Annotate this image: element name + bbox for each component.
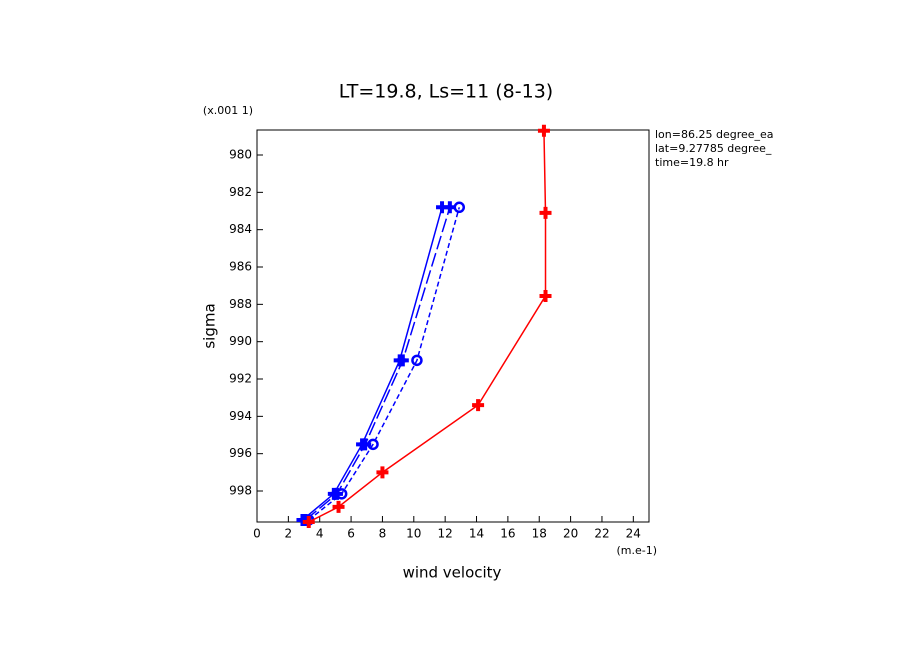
marker	[411, 354, 423, 367]
y-units: (x.001 1)	[203, 104, 253, 117]
x-axis-label: wind velocity	[403, 564, 502, 582]
y-tick-label: 982	[229, 185, 252, 199]
line	[308, 207, 460, 521]
y-tick-label: 986	[229, 260, 252, 274]
y-tick-label: 994	[229, 409, 252, 423]
marker	[472, 399, 485, 412]
x-tick-label: 10	[406, 527, 421, 541]
marker	[537, 124, 550, 137]
marker	[302, 516, 315, 528]
y-tick-label: 988	[229, 297, 252, 311]
x-tick-label: 24	[626, 527, 641, 541]
marker	[539, 206, 552, 219]
x-tick-label: 14	[469, 527, 484, 541]
marker	[539, 289, 552, 302]
x-tick-label: 22	[594, 527, 609, 541]
y-tick-label: 980	[229, 148, 252, 162]
marker	[376, 466, 389, 479]
annotations: lon=86.25 degree_ea lat=9.27785 degree_ …	[655, 128, 774, 169]
marker	[332, 500, 345, 513]
marker	[453, 201, 466, 214]
chart-title: LT=19.8, Ls=11 (8-13)	[339, 81, 553, 103]
annotation: time=19.8 hr	[655, 156, 729, 169]
x-tick-label: 2	[285, 527, 293, 541]
x-units: (m.e-1)	[616, 544, 657, 557]
x-tick-label: 0	[253, 527, 261, 541]
y-tick-label: 984	[229, 222, 252, 236]
x-tick-label: 12	[438, 527, 453, 541]
y-tick-label: 992	[229, 372, 252, 386]
x-tick-label: 18	[532, 527, 547, 541]
marker	[367, 438, 379, 451]
line	[308, 130, 547, 523]
x-tick-label: 4	[316, 527, 324, 541]
marker	[396, 354, 409, 367]
annotation: lat=9.27785 degree_	[655, 142, 772, 155]
x-tick-label: 20	[563, 527, 578, 541]
x-tick-label: 16	[500, 527, 515, 541]
marker	[335, 488, 348, 500]
annotation: lon=86.25 degree_ea	[655, 128, 774, 141]
y-tick-label: 998	[229, 484, 252, 498]
x-tick-label: 8	[379, 527, 387, 541]
x-tick-label: 6	[347, 527, 355, 541]
y-tick-label: 996	[229, 446, 252, 460]
plot-frame	[256, 129, 650, 523]
y-tick-label: 990	[229, 334, 252, 348]
y-axis-label: sigma	[201, 303, 219, 348]
